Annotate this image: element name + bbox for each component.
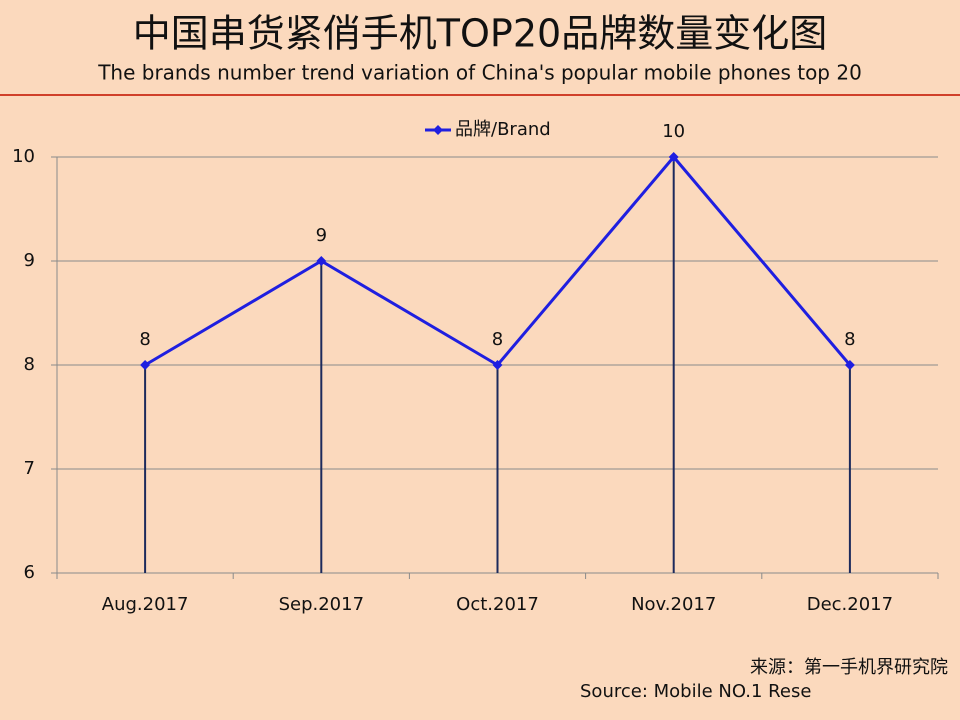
y-tick-label: 10 [12,146,35,167]
y-tick-label: 7 [24,458,35,479]
marker [316,256,327,266]
y-tick-label: 9 [24,250,35,271]
x-tick-label: Aug.2017 [102,594,189,615]
data-label: 8 [492,329,503,350]
data-label: 10 [662,121,685,142]
legend-marker [433,125,443,135]
x-tick-label: Sep.2017 [279,594,364,615]
source-en: Source: Mobile NO.1 Rese [580,681,811,702]
x-tick-label: Dec.2017 [807,594,893,615]
marker [844,360,855,370]
data-label: 9 [316,225,327,246]
y-tick-label: 6 [24,562,35,583]
marker [492,360,503,370]
chart-subtitle: The brands number trend variation of Chi… [97,61,862,85]
chart-title: 中国串货紧俏手机TOP20品牌数量变化图 [133,12,827,56]
y-tick-label: 8 [24,354,35,375]
data-label: 8 [139,329,150,350]
x-tick-label: Nov.2017 [631,594,716,615]
legend-label: 品牌/Brand [455,119,551,140]
marker [668,152,679,162]
marker [140,360,151,370]
data-label: 8 [844,329,855,350]
x-tick-label: Oct.2017 [456,594,539,615]
source-cn: 来源：第一手机界研究院 [750,657,948,678]
